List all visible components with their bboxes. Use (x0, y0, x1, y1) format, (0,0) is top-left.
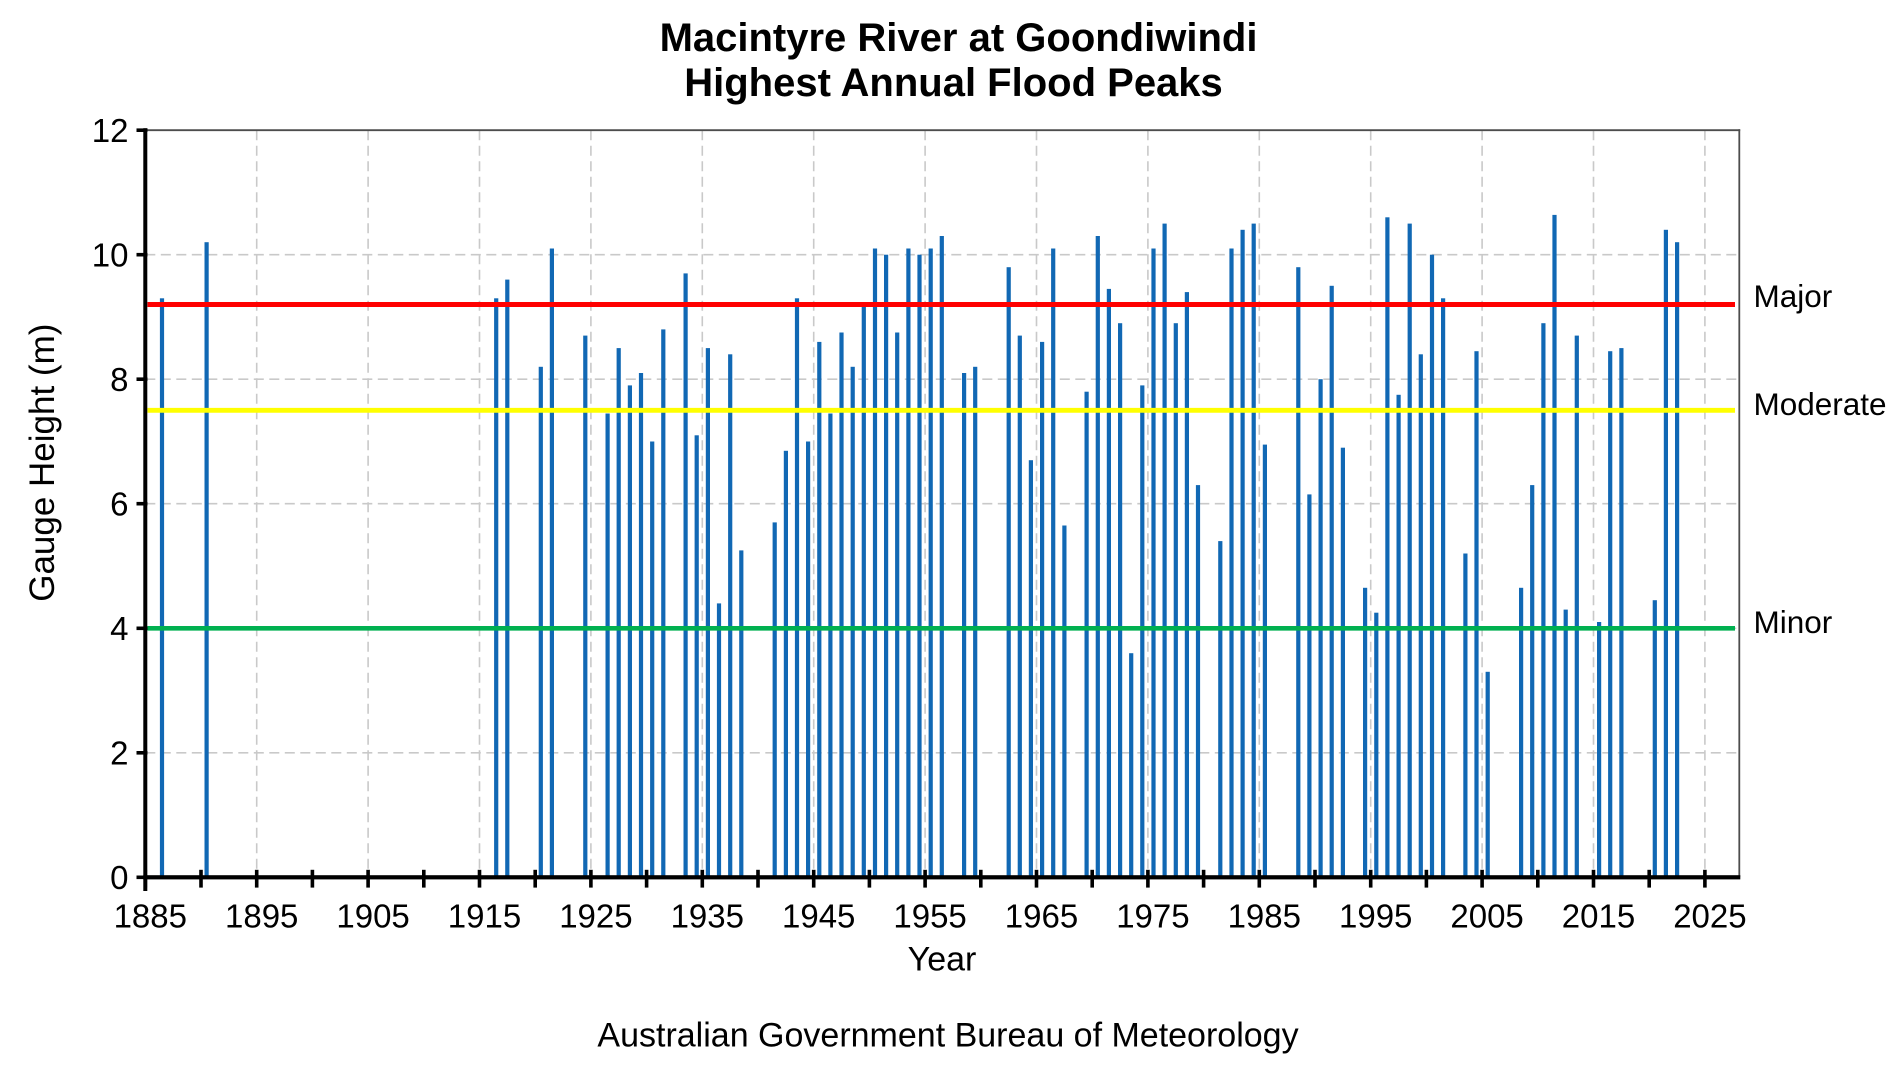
svg-text:8: 8 (110, 361, 128, 398)
svg-text:Gauge Height (m): Gauge Height (m) (23, 324, 62, 602)
svg-text:1885: 1885 (114, 897, 187, 934)
svg-text:1905: 1905 (336, 897, 409, 934)
svg-text:1925: 1925 (559, 897, 632, 934)
svg-text:1935: 1935 (671, 897, 744, 934)
svg-text:1995: 1995 (1339, 897, 1412, 934)
svg-text:12: 12 (92, 112, 129, 149)
svg-text:Macintyre River at Goondiwindi: Macintyre River at Goondiwindi (660, 16, 1258, 60)
svg-text:1915: 1915 (448, 897, 521, 934)
svg-text:2015: 2015 (1562, 897, 1635, 934)
svg-text:1985: 1985 (1228, 897, 1301, 934)
svg-text:0: 0 (110, 859, 128, 896)
svg-text:2: 2 (110, 735, 128, 772)
svg-text:1965: 1965 (1005, 897, 1078, 934)
svg-text:1895: 1895 (225, 897, 298, 934)
svg-text:6: 6 (110, 486, 128, 523)
svg-text:Major: Major (1754, 278, 1833, 314)
svg-text:Australian Government Bureau o: Australian Government Bureau of Meteorol… (597, 1017, 1298, 1055)
svg-text:4: 4 (110, 610, 128, 647)
svg-text:Moderate: Moderate (1754, 386, 1887, 422)
svg-text:Highest Annual Flood Peaks: Highest Annual Flood Peaks (684, 61, 1223, 105)
svg-text:1975: 1975 (1116, 897, 1189, 934)
svg-text:2005: 2005 (1450, 897, 1523, 934)
svg-text:1955: 1955 (893, 897, 966, 934)
svg-text:1945: 1945 (782, 897, 855, 934)
svg-text:2025: 2025 (1673, 897, 1746, 934)
svg-text:10: 10 (92, 237, 129, 274)
svg-text:Minor: Minor (1754, 604, 1833, 640)
svg-text:Year: Year (908, 941, 977, 979)
